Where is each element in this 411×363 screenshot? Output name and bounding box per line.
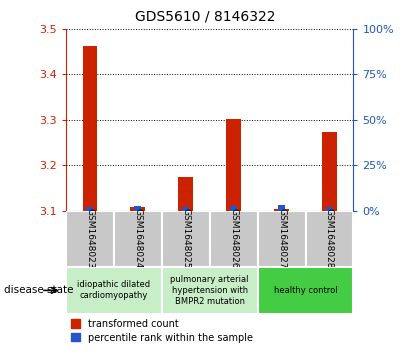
Bar	[278, 205, 285, 211]
Bar	[305, 211, 353, 267]
Text: pulmonary arterial
hypertension with
BMPR2 mutation: pulmonary arterial hypertension with BMP…	[171, 275, 249, 306]
Text: GSM1648027: GSM1648027	[277, 208, 286, 269]
Text: GSM1648023: GSM1648023	[85, 208, 94, 269]
Bar	[66, 211, 114, 267]
Bar	[258, 267, 353, 314]
Bar	[134, 206, 141, 211]
Text: GSM1648025: GSM1648025	[181, 208, 190, 269]
Text: GSM1648024: GSM1648024	[133, 208, 142, 269]
Bar	[178, 178, 193, 211]
Bar	[66, 267, 162, 314]
Bar	[86, 207, 93, 211]
Bar	[230, 206, 237, 211]
Bar	[258, 211, 305, 267]
Bar	[162, 211, 210, 267]
Bar	[226, 119, 241, 211]
Bar	[130, 207, 145, 211]
Bar	[210, 211, 258, 267]
Text: disease state: disease state	[4, 285, 74, 295]
Text: GSM1648026: GSM1648026	[229, 208, 238, 269]
Text: GSM1648028: GSM1648028	[325, 208, 334, 269]
Bar	[182, 207, 189, 211]
Bar	[274, 209, 289, 211]
Text: healthy control: healthy control	[274, 286, 337, 295]
Text: idiopathic dilated
cardiomyopathy: idiopathic dilated cardiomyopathy	[77, 280, 150, 301]
Bar	[83, 46, 97, 211]
Bar	[114, 211, 162, 267]
Bar	[322, 132, 337, 211]
Bar	[326, 207, 333, 211]
Bar	[162, 267, 258, 314]
Text: GDS5610 / 8146322: GDS5610 / 8146322	[135, 9, 276, 23]
Legend: transformed count, percentile rank within the sample: transformed count, percentile rank withi…	[71, 319, 253, 343]
